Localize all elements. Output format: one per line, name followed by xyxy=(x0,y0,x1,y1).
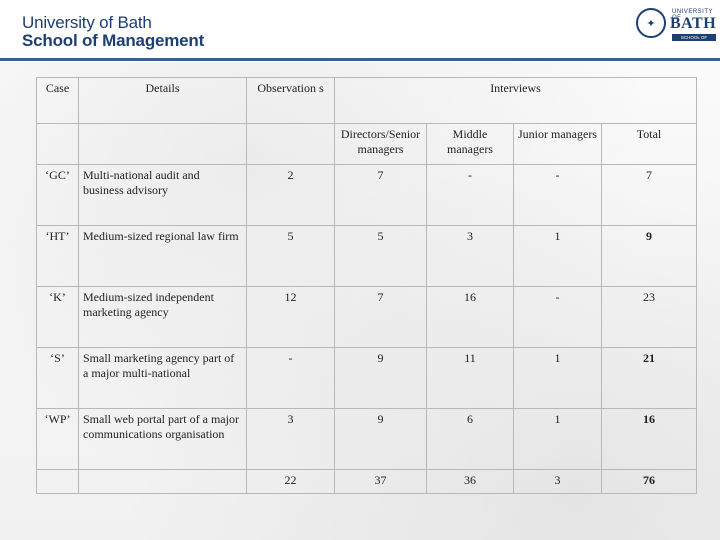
row-directors: 7 xyxy=(334,164,427,226)
row-directors: 9 xyxy=(334,408,427,470)
row-details: Small marketing agency part of a major m… xyxy=(78,347,247,409)
row-observations: 12 xyxy=(246,286,335,348)
row-middle: 11 xyxy=(426,347,514,409)
table-row: ‘K’ Medium-sized independent marketing a… xyxy=(36,286,698,348)
header-divider xyxy=(0,58,720,61)
row-observations: 5 xyxy=(246,225,335,287)
header-observations: Observation s xyxy=(246,77,335,124)
subheader-empty-case xyxy=(36,123,79,165)
row-middle: 3 xyxy=(426,225,514,287)
row-junior: - xyxy=(513,164,602,226)
row-junior: 1 xyxy=(513,225,602,287)
row-case: ‘GC’ xyxy=(36,164,79,226)
row-details: Small web portal part of a major communi… xyxy=(78,408,247,470)
crest-bath-label: BATH xyxy=(670,15,717,32)
row-details: Medium-sized independent marketing agenc… xyxy=(78,286,247,348)
row-middle: 16 xyxy=(426,286,514,348)
bath-crest-logo: ✦ UNIVERSITY OF BATH SCHOOL OF MANAGEMEN… xyxy=(636,6,718,47)
subheader-row: Directors/Senior managers Middle manager… xyxy=(36,123,698,165)
row-observations: 2 xyxy=(246,164,335,226)
subheader-junior: Junior managers xyxy=(513,123,602,165)
row-total: 16 xyxy=(600,408,698,470)
university-logo-text: University of Bath School of Management xyxy=(22,14,204,50)
university-name: University of Bath xyxy=(22,13,152,32)
row-total: 21 xyxy=(600,347,698,409)
totals-junior: 3 xyxy=(513,469,602,494)
table-row: ‘GC’ Multi-national audit and business a… xyxy=(36,164,698,226)
row-directors: 7 xyxy=(334,286,427,348)
totals-total: 76 xyxy=(600,469,698,494)
header-interviews: Interviews xyxy=(333,77,698,124)
row-total: 9 xyxy=(600,225,698,287)
header-row: Case Details Observation s Interviews xyxy=(36,77,698,124)
crest-seal-icon: ✦ xyxy=(636,8,666,38)
crest-school-label: SCHOOL OF MANAGEMENT xyxy=(672,34,716,47)
row-junior: - xyxy=(513,286,602,348)
totals-empty-case xyxy=(36,469,79,494)
row-total: 7 xyxy=(600,164,698,226)
row-directors: 5 xyxy=(334,225,427,287)
header-details: Details xyxy=(78,77,247,124)
subheader-middle: Middle managers xyxy=(426,123,514,165)
case-study-table: Case Details Observation s Interviews Di… xyxy=(36,77,698,494)
row-case: ‘WP’ xyxy=(36,408,79,470)
row-middle: 6 xyxy=(426,408,514,470)
row-observations: - xyxy=(246,347,335,409)
school-name: School of Management xyxy=(22,31,205,50)
totals-empty-details xyxy=(78,469,247,494)
header-case: Case xyxy=(36,77,79,124)
crest-university-label: UNIVERSITY OF xyxy=(672,9,713,21)
totals-directors: 37 xyxy=(334,469,427,494)
subheader-empty-details xyxy=(78,123,247,165)
table-row: ‘WP’ Small web portal part of a major co… xyxy=(36,408,698,470)
table-row: ‘S’ Small marketing agency part of a maj… xyxy=(36,347,698,409)
totals-observations: 22 xyxy=(246,469,335,494)
row-junior: 1 xyxy=(513,347,602,409)
row-junior: 1 xyxy=(513,408,602,470)
totals-row: 22 37 36 3 76 xyxy=(36,469,698,494)
row-details: Medium-sized regional law firm xyxy=(78,225,247,287)
row-case: ‘HT’ xyxy=(36,225,79,287)
row-directors: 9 xyxy=(334,347,427,409)
row-details: Multi-national audit and business adviso… xyxy=(78,164,247,226)
row-case: ‘K’ xyxy=(36,286,79,348)
totals-middle: 36 xyxy=(426,469,514,494)
row-case: ‘S’ xyxy=(36,347,79,409)
row-total: 23 xyxy=(600,286,698,348)
row-observations: 3 xyxy=(246,408,335,470)
slide-header: University of Bath School of Management … xyxy=(0,0,720,62)
row-middle: - xyxy=(426,164,514,226)
subheader-total: Total xyxy=(600,123,698,165)
table-row: ‘HT’ Medium-sized regional law firm 5 5 … xyxy=(36,225,698,287)
subheader-directors: Directors/Senior managers xyxy=(334,123,427,165)
subheader-empty-observations xyxy=(246,123,335,165)
